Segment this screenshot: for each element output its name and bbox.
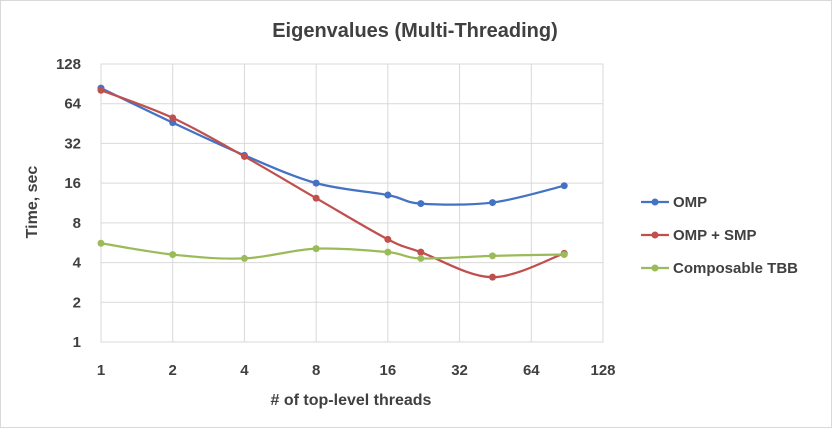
- x-tick-label: 8: [312, 362, 320, 379]
- data-point-omp-smp: [384, 235, 392, 243]
- series-points: [97, 84, 568, 281]
- data-point-composable-tbb: [312, 245, 320, 253]
- data-point-omp: [384, 191, 392, 199]
- x-tick-label: 2: [169, 362, 177, 379]
- legend-label-omp: OMP: [673, 194, 707, 211]
- series-line-composable-tbb: [100, 242, 565, 260]
- x-tick-label: 4: [240, 362, 249, 379]
- series-line-omp-smp: [100, 89, 565, 279]
- data-point-omp-smp: [169, 114, 177, 122]
- x-tick-label: 1: [97, 362, 105, 379]
- chart-title: Eigenvalues (Multi-Threading): [272, 20, 558, 42]
- data-point-omp: [489, 199, 497, 207]
- data-point-composable-tbb: [240, 254, 248, 262]
- y-axis-title: Time, sec: [24, 166, 41, 239]
- data-point-composable-tbb: [97, 239, 105, 247]
- y-tick-labels: 1 2 4 8 16 32 64 128: [56, 56, 82, 351]
- series-lines: [100, 87, 565, 279]
- series-line-omp: [100, 87, 565, 206]
- legend-marker-omp-smp: [651, 231, 659, 239]
- data-point-omp-smp: [240, 152, 248, 160]
- y-tick-label: 4: [73, 255, 82, 272]
- legend-label-omp-smp: OMP + SMP: [673, 227, 757, 244]
- gridlines: [100, 63, 604, 343]
- data-point-omp: [560, 182, 568, 190]
- legend: OMP OMP + SMP Composable TBB: [641, 194, 798, 277]
- data-point-omp-smp: [417, 248, 425, 256]
- x-tick-label: 32: [451, 362, 468, 379]
- y-tick-label: 16: [64, 175, 81, 192]
- data-point-composable-tbb: [169, 251, 177, 259]
- legend-marker-composable-tbb: [651, 264, 659, 272]
- data-point-omp-smp: [97, 86, 105, 94]
- data-point-composable-tbb: [489, 252, 497, 260]
- data-point-omp: [417, 200, 425, 208]
- data-point-omp: [312, 179, 320, 187]
- y-tick-label: 64: [64, 96, 81, 113]
- y-tick-label: 8: [73, 215, 81, 232]
- data-point-composable-tbb: [417, 254, 425, 262]
- y-tick-label: 1: [73, 334, 81, 351]
- y-tick-label: 32: [64, 135, 81, 152]
- x-axis-title: # of top-level threads: [271, 392, 432, 409]
- x-tick-label: 128: [590, 362, 615, 379]
- x-tick-label: 64: [523, 362, 540, 379]
- data-point-composable-tbb: [384, 248, 392, 256]
- x-tick-label: 16: [380, 362, 397, 379]
- data-point-omp-smp: [312, 194, 320, 202]
- legend-label-composable-tbb: Composable TBB: [673, 260, 798, 277]
- y-tick-label: 2: [73, 294, 81, 311]
- data-point-omp-smp: [489, 273, 497, 281]
- x-tick-labels: 1 2 4 8 16 32 64 128: [97, 362, 616, 379]
- data-point-composable-tbb: [560, 251, 568, 259]
- y-tick-label: 128: [56, 56, 81, 73]
- plot-area: [100, 63, 604, 343]
- legend-marker-omp: [651, 198, 659, 206]
